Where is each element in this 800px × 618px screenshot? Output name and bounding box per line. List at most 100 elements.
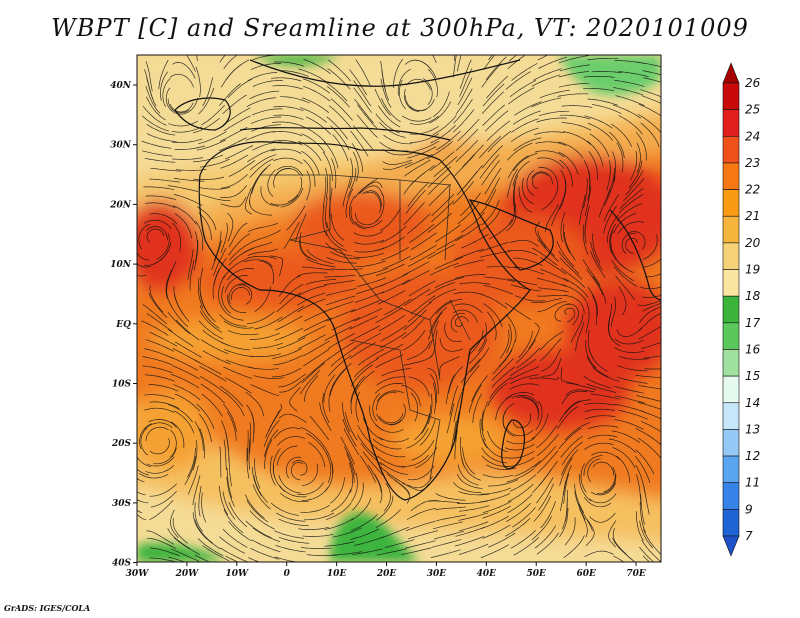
lat-label: EQ — [115, 320, 131, 330]
streamline — [324, 280, 355, 286]
streamline — [250, 353, 281, 357]
streamline — [587, 286, 598, 316]
streamline — [533, 131, 565, 136]
streamline — [588, 151, 598, 181]
streamline — [434, 224, 461, 243]
streamline — [145, 226, 168, 241]
streamline — [354, 177, 379, 199]
streamline — [487, 130, 512, 153]
streamline — [228, 501, 248, 528]
lon-label: 30E — [427, 569, 447, 579]
streamline — [197, 528, 221, 550]
streamline — [198, 320, 224, 340]
streamline — [583, 177, 588, 209]
streamline — [454, 428, 458, 460]
streamline — [301, 486, 329, 501]
streamline — [486, 120, 511, 142]
europe-coastline — [249, 59, 521, 87]
streamline — [202, 350, 231, 365]
streamline — [278, 373, 306, 388]
streamline — [148, 384, 179, 392]
streamline — [485, 56, 507, 81]
field-green-north — [255, 55, 340, 66]
streamline — [637, 300, 661, 307]
streamline — [327, 59, 351, 82]
streamline — [481, 145, 504, 169]
streamline — [259, 260, 274, 285]
streamline — [505, 313, 517, 342]
streamline — [453, 309, 478, 323]
streamline — [326, 86, 350, 108]
streamline — [324, 326, 353, 342]
streamline — [585, 302, 590, 334]
streamline — [512, 507, 536, 528]
streamline — [563, 277, 589, 298]
streamline — [534, 525, 556, 549]
streamline — [635, 132, 647, 161]
streamline — [644, 368, 661, 370]
streamline — [402, 330, 426, 351]
streamline — [326, 256, 357, 264]
streamline — [146, 537, 176, 549]
colorbar-swatch — [722, 375, 740, 404]
streamline — [324, 541, 355, 547]
streamline — [162, 78, 171, 107]
streamline — [348, 195, 355, 225]
streamline — [246, 499, 269, 523]
streamline — [225, 555, 239, 562]
streamline — [220, 64, 242, 88]
streamline — [410, 500, 440, 511]
streamline — [197, 206, 217, 231]
streamline — [598, 188, 611, 218]
streamline — [592, 275, 607, 304]
streamline — [482, 500, 512, 514]
streamline — [323, 141, 339, 169]
streamline — [351, 472, 358, 503]
streamline — [246, 97, 277, 107]
streamline — [247, 148, 276, 163]
streamline — [460, 192, 481, 216]
streamline — [252, 342, 284, 349]
streamline — [510, 127, 539, 142]
streamline — [149, 285, 164, 313]
streamline — [345, 411, 358, 441]
streamline — [200, 383, 225, 404]
streamline — [359, 185, 383, 196]
streamline — [297, 272, 328, 277]
streamline — [301, 97, 330, 113]
streamline — [508, 87, 535, 105]
streamline — [194, 502, 203, 532]
streamline — [223, 349, 254, 358]
streamline — [227, 411, 237, 441]
streamline — [619, 187, 644, 209]
streamline — [429, 101, 452, 124]
streamline — [306, 554, 338, 556]
streamline — [561, 449, 579, 476]
streamline — [640, 122, 660, 148]
streamline — [149, 438, 170, 455]
streamline — [372, 438, 402, 450]
streamline — [145, 61, 153, 92]
streamline — [226, 268, 255, 281]
streamline — [482, 438, 506, 459]
streamline — [325, 197, 328, 229]
streamline — [142, 105, 167, 126]
chart-title: WBPT [C] and Sreamline at 300hPa, VT: 20… — [51, 14, 749, 42]
streamline — [537, 55, 549, 61]
streamline — [354, 219, 383, 228]
streamline — [458, 491, 489, 496]
streamline — [643, 355, 661, 359]
streamline — [223, 439, 227, 471]
streamline — [642, 484, 650, 515]
streamline — [558, 427, 582, 450]
streamline — [480, 487, 511, 495]
streamline — [227, 293, 247, 313]
streamline — [221, 285, 232, 314]
streamline — [228, 283, 246, 304]
streamline — [300, 546, 332, 549]
streamline — [350, 206, 367, 230]
streamline — [405, 540, 436, 549]
streamline — [563, 473, 570, 504]
streamline — [193, 239, 199, 271]
streamline — [459, 59, 472, 89]
